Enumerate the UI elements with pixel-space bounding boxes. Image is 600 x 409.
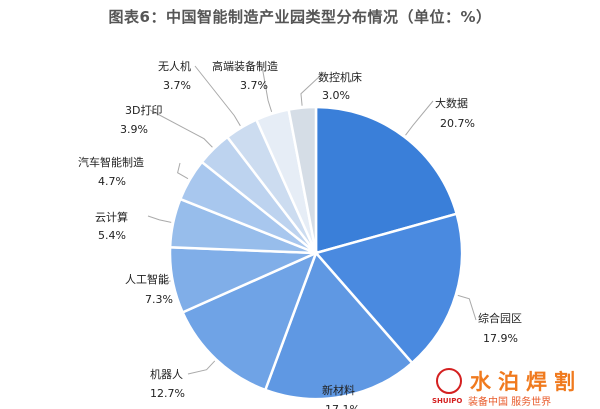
slice-value-label: 17.1% bbox=[325, 403, 360, 409]
leader-line bbox=[158, 279, 171, 284]
slice-label: 汽车智能制造 bbox=[78, 155, 144, 169]
slice-value-label: 4.7% bbox=[98, 175, 126, 188]
pie-slice bbox=[287, 105, 318, 254]
watermark-logo: SHUIPO 水泊焊割 装备中国 服务世界 bbox=[432, 366, 600, 409]
slice-value-label: 7.3% bbox=[145, 293, 173, 306]
logo-emblem-icon bbox=[436, 368, 462, 394]
slice-value-label: 5.4% bbox=[98, 229, 126, 242]
slice-label: 云计算 bbox=[95, 210, 128, 224]
slice-label: 人工智能 bbox=[125, 272, 169, 286]
leader-line bbox=[194, 65, 241, 127]
logo-en: SHUIPO bbox=[432, 397, 463, 405]
pie-slice bbox=[263, 250, 414, 401]
pie-slice bbox=[180, 250, 319, 392]
slice-label: 大数据 bbox=[435, 96, 468, 110]
leader-line bbox=[261, 65, 273, 112]
pie-slice bbox=[313, 212, 464, 365]
chart-title: 图表6：中国智能制造产业园类型分布情况（单位：%） bbox=[108, 8, 492, 26]
slice-value-label: 20.7% bbox=[440, 117, 475, 130]
logo-slogan: 装备中国 服务世界 bbox=[468, 397, 552, 408]
slice-value-label: 12.7% bbox=[150, 387, 185, 400]
slice-label: 机器人 bbox=[150, 367, 183, 381]
slice-label: 数控机床 bbox=[318, 70, 362, 84]
slice-label: 无人机 bbox=[158, 59, 191, 73]
leader-line bbox=[405, 100, 434, 136]
logo-name: 水泊焊割 bbox=[470, 370, 582, 394]
slice-label: 高端装备制造 bbox=[212, 59, 278, 73]
slice-label: 综合园区 bbox=[478, 311, 522, 325]
slice-label: 3D打印 bbox=[125, 103, 162, 117]
leader-line bbox=[149, 109, 213, 148]
leader-line bbox=[187, 360, 216, 375]
slice-value-label: 3.7% bbox=[240, 79, 268, 92]
slice-label: 新材料 bbox=[322, 383, 355, 397]
leader-line bbox=[300, 75, 321, 106]
slice-value-label: 3.9% bbox=[120, 123, 148, 136]
slice-value-label: 17.9% bbox=[483, 332, 518, 345]
leader-line bbox=[457, 294, 477, 321]
slice-value-label: 3.0% bbox=[322, 89, 350, 102]
leader-line bbox=[177, 162, 189, 180]
pie-slice bbox=[314, 105, 459, 255]
leader-line bbox=[147, 215, 172, 223]
slice-value-label: 3.7% bbox=[163, 79, 191, 92]
